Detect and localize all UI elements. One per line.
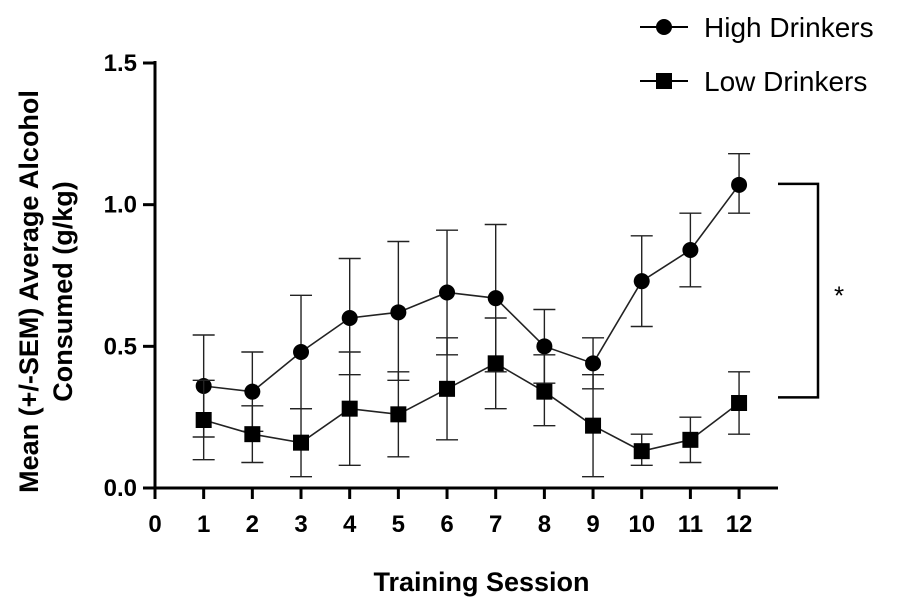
data-point-circle [390,304,407,321]
series-high-drinkers [192,152,751,438]
x-tick-label: 12 [726,511,753,538]
data-point-circle [536,338,553,355]
data-point-square [439,380,456,397]
x-tick-label: 2 [246,511,259,538]
legend-marker-circle [656,19,672,35]
data-point-square [682,431,699,448]
data-point-circle [244,383,261,400]
data-point-square [244,426,261,443]
y-axis-title: Mean (+/-SEM) Average Alcohol Consumed (g… [14,90,78,493]
significance-annotation: * [778,182,844,399]
y-tick-label: 1.5 [104,50,137,77]
data-point-square [293,434,310,451]
y-tick-label: 0.0 [104,475,137,502]
data-point-square [390,406,407,423]
data-point-square [585,417,602,434]
x-tick-label: 1 [197,511,210,538]
x-tick-label: 3 [294,511,307,538]
legend-marker-square [656,73,672,89]
data-point-circle [341,310,358,326]
data-point-square [341,400,358,417]
x-tick-label: 8 [538,511,551,538]
series-layer [192,152,751,478]
x-tick-label: 9 [586,511,599,538]
data-point-circle [585,355,602,372]
series-line [203,362,740,453]
legend-label: High Drinkers [704,12,874,43]
legend-label: Low Drinkers [704,66,867,97]
data-point-square [195,412,212,428]
data-point-circle [731,176,748,193]
x-tick-label: 10 [628,511,655,538]
legend-item: Low Drinkers [640,66,867,97]
y-tick-label: 1.0 [104,192,137,219]
series-low-drinkers [192,317,751,478]
tick-labels: 0.00.51.01.50 1 2 3 4 5 6 7 8 9 10 11 12 [104,50,753,538]
x-tick-label: 11 [678,511,703,538]
data-point-circle [439,284,456,301]
data-point-circle [487,290,504,307]
data-point-square [487,355,504,372]
axes [143,61,778,499]
data-point-circle [633,273,650,290]
significance-label: * [834,281,844,311]
y-tick-label: 0.5 [104,333,137,360]
legend: High Drinkers Low Drinkers [640,12,874,97]
x-tick-label: 4 [343,511,357,538]
y-axis-title-line: Consumed (g/kg) [48,181,78,402]
y-axis-title-line: Mean (+/-SEM) Average Alcohol [14,90,44,493]
series-line [203,184,740,393]
significance-bracket [778,182,820,399]
data-point-square [536,383,553,400]
data-point-circle [293,344,310,360]
data-point-square [633,443,650,460]
data-point-circle [682,242,699,258]
x-tick-label: 7 [489,511,502,538]
legend-item: High Drinkers [640,12,874,43]
data-point-square [731,395,748,411]
x-tick-label: 6 [440,511,453,538]
x-tick-label: 5 [392,511,405,538]
x-tick-label: 0 [148,511,161,538]
x-axis-title: Training Session [373,567,589,597]
